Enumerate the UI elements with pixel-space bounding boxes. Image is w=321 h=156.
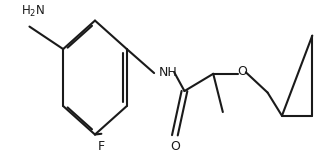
Text: H$_2$N: H$_2$N <box>22 4 46 19</box>
Text: O: O <box>170 140 180 153</box>
Text: F: F <box>98 140 105 153</box>
Text: NH: NH <box>159 66 178 79</box>
Text: O: O <box>237 65 247 78</box>
